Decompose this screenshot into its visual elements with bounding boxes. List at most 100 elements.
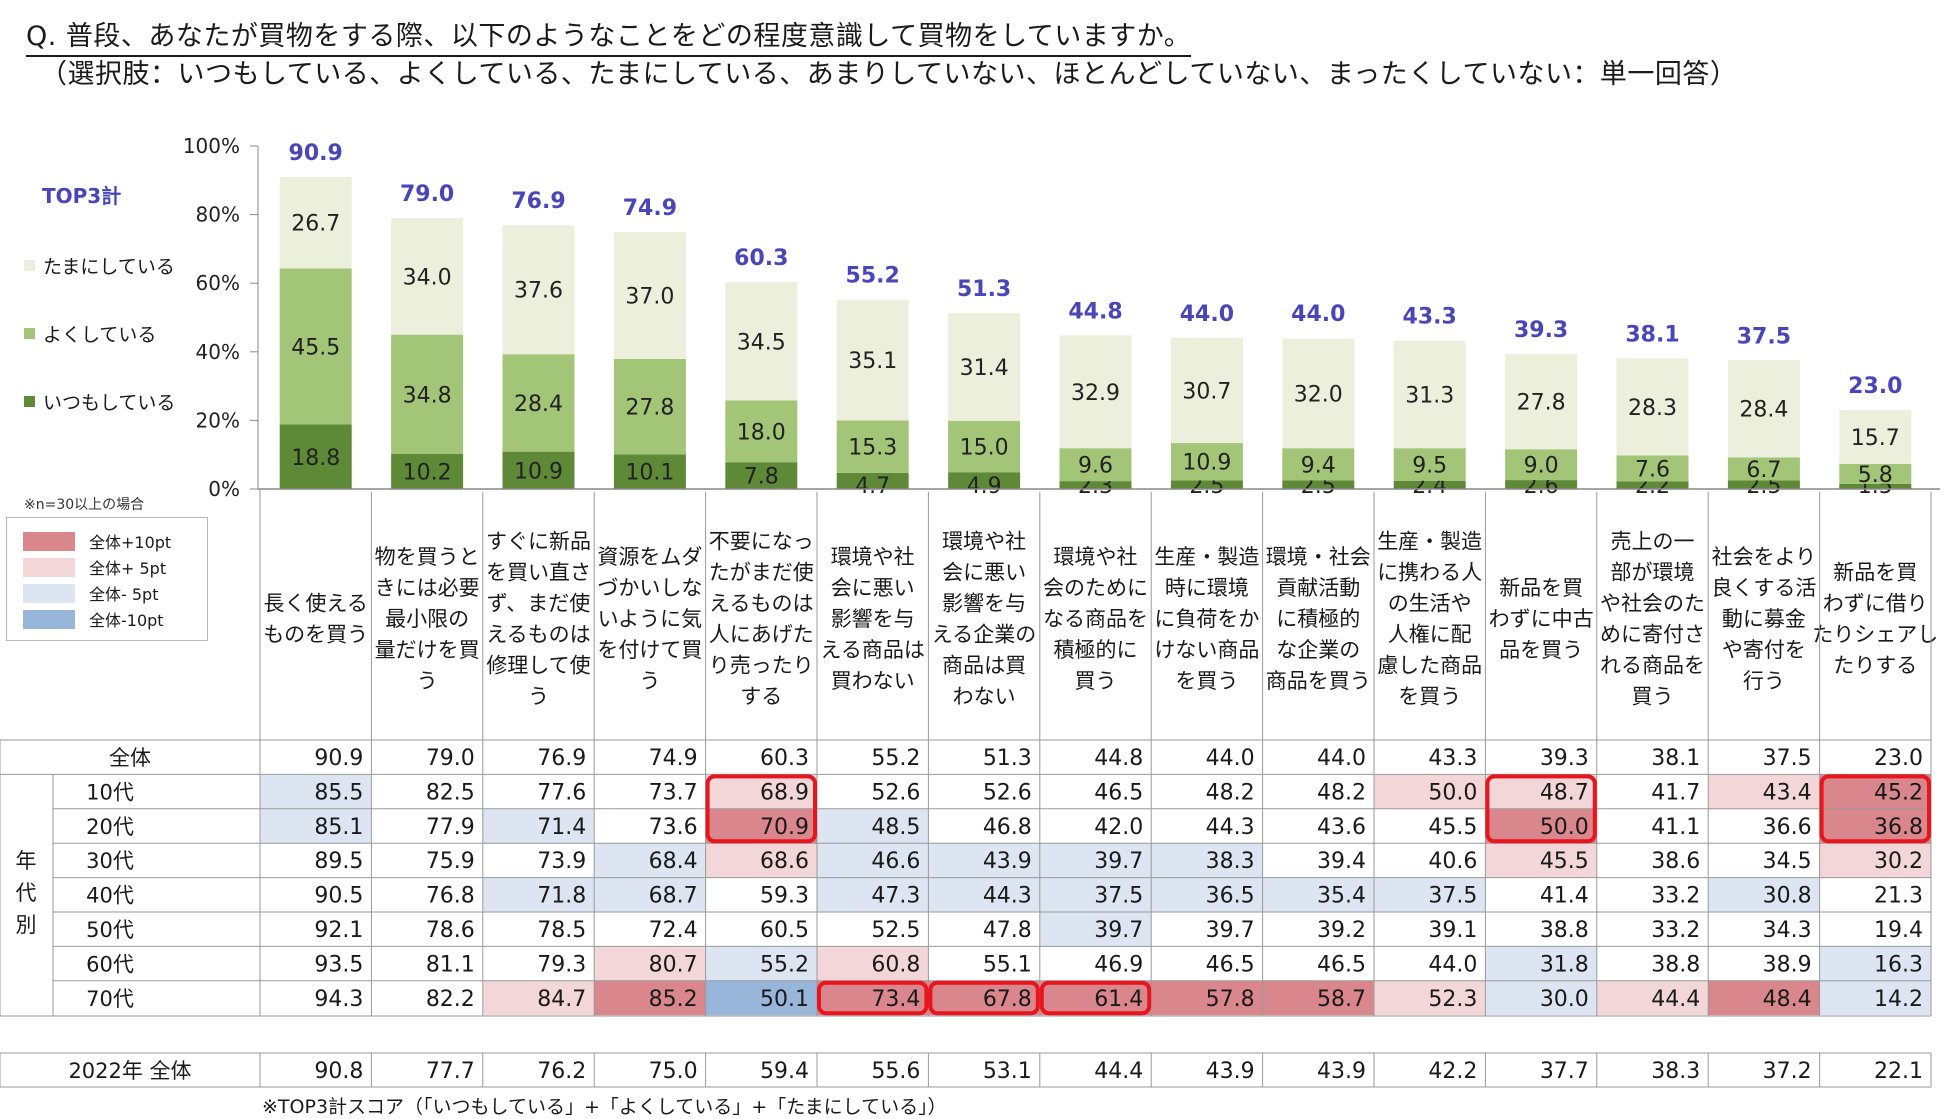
bar-value-label: 18.0 [737, 420, 786, 445]
total-row-value: 38.1 [1651, 746, 1700, 771]
age-row-value: 52.3 [1428, 987, 1477, 1012]
bar-segment-itsumo [502, 451, 575, 489]
shaded-cell [817, 946, 929, 981]
question-title: Q. 普段、あなたが買物をする際、以下のようなことをどの程度意識して買物をしてい… [26, 14, 1192, 57]
total-row-value: 43.3 [1428, 746, 1477, 771]
age-row-value: 33.2 [1651, 918, 1700, 943]
age-row-value: 68.7 [649, 884, 698, 909]
bar-value-label: 18.8 [291, 446, 340, 471]
row-2022-value: 76.2 [537, 1059, 586, 1084]
bar-segment-tamani [1059, 335, 1132, 449]
bar-segment-yoku [1616, 455, 1689, 482]
footnote: ※TOP3計スコア（「いつもしている」+「よくしている」+「たまにしている」） [262, 1096, 947, 1118]
age-row-value: 39.7 [1206, 918, 1255, 943]
category-label: に携わる人 [1377, 561, 1482, 585]
bar-segment-tamani [836, 300, 909, 421]
age-row-value: 33.2 [1651, 884, 1700, 909]
row-2022-label: 2022年 全体 [68, 1059, 191, 1083]
bar-segment-yoku [1505, 449, 1578, 481]
hl-swatch [23, 557, 75, 577]
age-group-label-char: 代 [16, 881, 37, 905]
age-row-value: 48.2 [1317, 780, 1366, 805]
age-row-value: 39.7 [1094, 918, 1143, 943]
shaded-cell [1485, 946, 1597, 981]
row-2022-value: 90.8 [314, 1059, 363, 1084]
category-label: 影響を与 [942, 592, 1026, 616]
bar-segment-yoku [725, 400, 798, 463]
shaded-cell [260, 808, 372, 844]
bar-segment-yoku [836, 420, 909, 473]
top3-value-label: 79.0 [400, 182, 454, 207]
row-2022-value: 38.3 [1651, 1059, 1700, 1084]
hl-legend-plus10: 全体+10pt [23, 529, 171, 553]
bar-value-label: 9.6 [1078, 454, 1113, 479]
category-label: 商品を買う [1266, 669, 1371, 693]
y-tick-label: 80% [196, 203, 240, 227]
shaded-cell [594, 877, 706, 912]
age-group-label-char: 年 [16, 849, 37, 873]
hl-swatch [23, 531, 75, 551]
age-row-value: 44.3 [983, 884, 1032, 909]
shaded-cell [1039, 980, 1152, 1016]
bar-value-label: 34.5 [737, 330, 786, 355]
shaded-cell [1819, 980, 1931, 1016]
total-row-value: 37.5 [1763, 746, 1812, 771]
bar-segment-tamani [725, 282, 798, 401]
bar-value-label: 32.0 [1294, 382, 1343, 407]
highlight-legend: 全体+10pt 全体+ 5pt 全体- 5pt 全体-10pt [6, 517, 208, 641]
category-label: する [740, 685, 782, 709]
bar-value-label: 27.8 [1517, 391, 1566, 416]
legend-tamani: たまにしている [24, 252, 175, 279]
shaded-cell [705, 808, 817, 844]
age-row-value: 48.2 [1206, 780, 1255, 805]
age-row-value: 70.9 [760, 815, 809, 840]
shaded-cell [482, 980, 595, 1016]
legend-tamani-label: たまにしている [43, 256, 175, 278]
hl-swatch [23, 609, 75, 629]
bar-value-label: 10.1 [625, 461, 674, 486]
age-row-value: 46.5 [1317, 952, 1366, 977]
bar-value-label: 9.4 [1301, 453, 1336, 478]
age-row-value: 35.4 [1317, 884, 1366, 909]
age-row-value: 44.3 [1206, 815, 1255, 840]
bar-value-label: 10.2 [403, 461, 452, 486]
shaded-cell [705, 843, 817, 878]
bar-value-label: 26.7 [291, 212, 340, 237]
category-label: ず、まだ使 [487, 592, 591, 616]
category-label: 生産・製造 [1377, 530, 1482, 554]
age-row-value: 52.5 [871, 918, 920, 943]
age-row-value: 77.6 [537, 780, 586, 805]
age-row-value: 50.1 [760, 987, 809, 1012]
total-row-label: 全体 [109, 746, 151, 770]
category-label: 環境や社 [942, 530, 1026, 554]
shaded-cell [1039, 877, 1152, 912]
category-label: けない商品 [1154, 638, 1259, 662]
category-label: り売ったり [709, 654, 814, 678]
age-row-value: 71.4 [537, 815, 586, 840]
age-row-value: 60.8 [871, 952, 920, 977]
age-row-value: 82.2 [426, 987, 475, 1012]
shaded-cell [705, 946, 817, 981]
category-label: わずに借り [1823, 592, 1928, 616]
shaded-cell [1151, 843, 1263, 878]
row-2022-value: 42.2 [1428, 1059, 1477, 1084]
bar-segment-itsumo [1839, 483, 1912, 489]
shaded-cell [817, 843, 929, 878]
category-label: 時に環境 [1165, 576, 1249, 600]
bar-value-label: 6.7 [1746, 458, 1781, 483]
category-label: 新品を買 [1833, 561, 1917, 585]
age-row-value: 36.5 [1206, 884, 1255, 909]
shaded-cell [1485, 808, 1597, 844]
legend-yoku: よくしている [24, 320, 156, 347]
age-row-value: 61.4 [1094, 987, 1143, 1012]
legend-yoku-swatch [24, 328, 35, 339]
age-row-value: 77.9 [426, 815, 475, 840]
shaded-cell [1708, 774, 1820, 809]
shaded-cell [1151, 980, 1263, 1016]
bar-value-label: 28.4 [1739, 398, 1788, 423]
bar-value-label: 5.8 [1858, 463, 1893, 488]
category-label: を買う [1398, 685, 1461, 709]
bar-segment-itsumo [1059, 481, 1132, 489]
category-label: の生活や [1388, 592, 1472, 616]
age-row-value: 45.5 [1540, 849, 1589, 874]
